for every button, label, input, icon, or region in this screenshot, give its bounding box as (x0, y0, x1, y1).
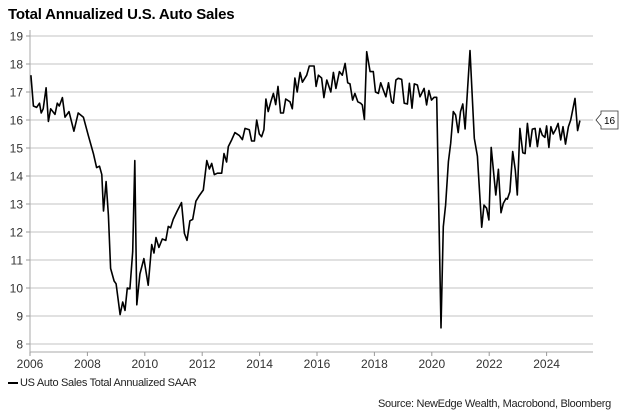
y-tick-label: 17 (10, 86, 24, 100)
last-value-callout: 16 (595, 110, 619, 130)
y-tick-label: 12 (10, 226, 24, 240)
legend: US Auto Sales Total Annualized SAAR (8, 377, 197, 389)
x-tick-label: 2010 (131, 357, 158, 370)
y-tick-label: 18 (10, 58, 24, 72)
x-tick-label: 2020 (418, 357, 445, 370)
y-tick-label: 10 (10, 282, 24, 296)
chart-title: Total Annualized U.S. Auto Sales (8, 6, 235, 23)
y-tick-label: 9 (16, 310, 23, 324)
y-axis-ticks: 8 9 10 11 12 13 14 15 16 17 18 19 (10, 30, 30, 352)
x-tick-label: 2016 (304, 357, 331, 370)
y-tick-label: 13 (10, 198, 24, 212)
y-tick-label: 8 (16, 338, 23, 352)
source-note: Source: NewEdge Wealth, Macrobond, Bloom… (377, 398, 611, 410)
x-tick-label: 2014 (246, 357, 273, 370)
y-tick-label: 19 (10, 30, 24, 44)
x-axis-ticks: 2006 2008 2010 2012 2014 2016 2018 2020 2022 2024 (17, 352, 560, 370)
y-tick-label: 11 (11, 254, 24, 268)
legend-label: US Auto Sales Total Annualized SAAR (20, 377, 197, 389)
x-tick-label: 2012 (189, 357, 216, 370)
y-tick-label: 14 (10, 170, 24, 184)
axes (29, 30, 593, 353)
x-tick-label: 2018 (361, 357, 388, 370)
y-tick-label: 15 (10, 142, 24, 156)
x-tick-label: 2024 (533, 357, 560, 370)
series-lines (30, 49, 581, 329)
x-tick-label: 2006 (17, 357, 44, 370)
x-tick-label: 2008 (74, 357, 101, 370)
y-tick-label: 16 (10, 114, 24, 128)
gridlines (30, 35, 593, 345)
legend-line-swatch (8, 382, 18, 384)
x-tick-label: 2022 (476, 357, 503, 370)
callout-value: 16 (604, 116, 616, 127)
series-line (30, 49, 581, 329)
callout-box (595, 110, 619, 130)
